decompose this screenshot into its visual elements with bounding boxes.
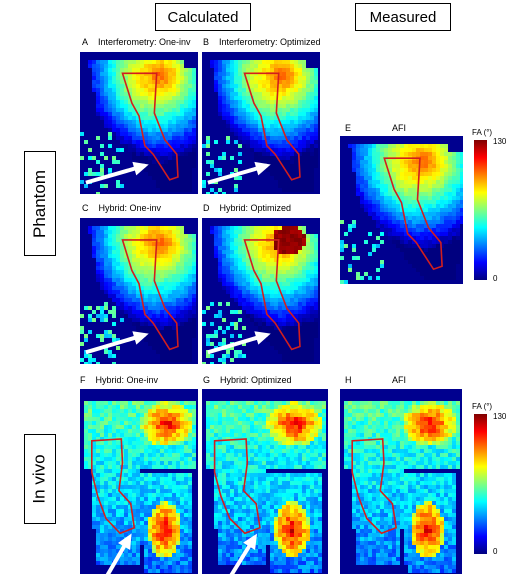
panel-a-map [80, 52, 198, 194]
measured-header-label: Measured [369, 8, 437, 26]
panel-c-map-svg [80, 218, 198, 364]
phantom-colorbar [474, 140, 487, 280]
panel-e-letter: E [345, 123, 352, 133]
panel-a-label: A Interferometry: One-inv [82, 37, 191, 47]
panel-h-label: H [345, 375, 362, 385]
in-vivo-colorbar [474, 414, 487, 554]
panel-b-letter: B [203, 37, 210, 47]
panel-g-label: G Hybrid: Optimized [203, 375, 292, 385]
panel-f-map-svg [80, 389, 198, 574]
in-vivo-row-label: In vivo [24, 434, 56, 524]
panel-d-map-arrow [207, 331, 271, 355]
panel-a-title: Interferometry: One-inv [98, 37, 191, 47]
calculated-header-label: Calculated [167, 8, 239, 26]
measured-header: Measured [355, 3, 451, 31]
phantom-colorbar-min: 0 [493, 274, 498, 283]
panel-c-label: C Hybrid: One-inv [82, 203, 161, 213]
panel-b-map-arrow [207, 161, 271, 185]
panel-f-map-roi-outline [91, 438, 136, 535]
panel-f-letter: F [80, 375, 86, 385]
panel-h-map [340, 389, 462, 574]
panel-f-map-arrow [105, 533, 132, 574]
panel-g-letter: G [203, 375, 211, 385]
panel-e-map [340, 136, 463, 284]
panel-c-map [80, 218, 198, 364]
panel-b-map-svg [202, 52, 320, 194]
panel-d-letter: D [203, 203, 210, 213]
panel-a-letter: A [82, 37, 89, 47]
phantom-colorbar-max: 130 [493, 137, 507, 146]
panel-g-map-svg [202, 389, 328, 574]
phantom-row-text: Phantom [30, 169, 50, 238]
in-vivo-colorbar-title: FA (°) [472, 402, 493, 411]
panel-g-title: Hybrid: Optimized [220, 375, 292, 385]
panel-e-title: AFI [392, 123, 407, 133]
panel-e-map-svg [340, 136, 463, 284]
panel-g-map-arrow [229, 533, 258, 574]
panel-b-map-roi-outline [243, 72, 301, 181]
panel-d-map-svg [202, 218, 320, 364]
panel-b-title: Interferometry: Optimized [219, 37, 321, 47]
panel-c-letter: C [82, 203, 89, 213]
panel-e-label: E [345, 123, 361, 133]
panel-f-map [80, 389, 198, 574]
panel-a-map-roi-outline [121, 72, 179, 181]
panel-h-letter: H [345, 375, 352, 385]
panel-d-map [202, 218, 320, 364]
panel-c-map-arrow [85, 331, 149, 355]
panel-a-map-arrow [85, 161, 149, 185]
in-vivo-colorbar-max: 130 [493, 412, 507, 421]
panel-b-map [202, 52, 320, 194]
in-vivo-row-text: In vivo [30, 454, 50, 504]
panel-d-label: D Hybrid: Optimized [203, 203, 291, 213]
panel-h-map-roi-outline [351, 438, 398, 535]
panel-a-map-svg [80, 52, 198, 194]
panel-e-map-roi-outline [383, 157, 443, 271]
panel-h-title: AFI [392, 375, 407, 385]
panel-c-title: Hybrid: One-inv [98, 203, 162, 213]
panel-g-map-roi-outline [213, 438, 261, 535]
panel-g-map [202, 389, 328, 574]
phantom-row-label: Phantom [24, 151, 56, 256]
phantom-colorbar-title: FA (°) [472, 128, 493, 137]
panel-c-map-roi-outline [121, 239, 179, 351]
in-vivo-colorbar-min: 0 [493, 547, 498, 556]
panel-f-label: F Hybrid: One-inv [80, 375, 158, 385]
panel-b-label: B Interferometry: Optimized [203, 37, 321, 47]
panel-d-title: Hybrid: Optimized [219, 203, 292, 213]
panel-h-map-svg [340, 389, 462, 574]
calculated-header: Calculated [155, 3, 251, 31]
panel-f-title: Hybrid: One-inv [95, 375, 159, 385]
panel-d-map-roi-outline [243, 239, 301, 351]
